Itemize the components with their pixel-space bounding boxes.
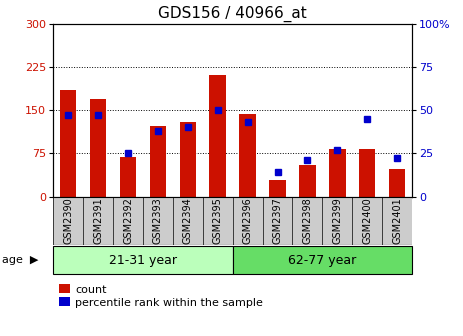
Text: 21-31 year: 21-31 year bbox=[109, 254, 177, 266]
Text: 62-77 year: 62-77 year bbox=[288, 254, 357, 266]
Bar bbox=[269, 180, 286, 197]
Bar bbox=[53, 246, 232, 274]
Bar bbox=[359, 149, 375, 197]
Bar bbox=[232, 246, 412, 274]
Text: age  ▶: age ▶ bbox=[2, 255, 39, 265]
Text: GSM2398: GSM2398 bbox=[302, 198, 313, 244]
Text: GSM2392: GSM2392 bbox=[123, 198, 133, 244]
Bar bbox=[60, 90, 76, 197]
Bar bbox=[150, 126, 166, 197]
Legend: count, percentile rank within the sample: count, percentile rank within the sample bbox=[59, 285, 263, 308]
Text: GSM2393: GSM2393 bbox=[153, 198, 163, 244]
Bar bbox=[389, 169, 405, 197]
Text: GSM2401: GSM2401 bbox=[392, 198, 402, 244]
Text: GSM2391: GSM2391 bbox=[93, 198, 103, 244]
Text: GSM2400: GSM2400 bbox=[362, 198, 372, 244]
Bar bbox=[329, 149, 345, 197]
Text: GSM2394: GSM2394 bbox=[183, 198, 193, 244]
Title: GDS156 / 40966_at: GDS156 / 40966_at bbox=[158, 6, 307, 22]
Bar bbox=[180, 122, 196, 197]
Text: GSM2395: GSM2395 bbox=[213, 198, 223, 244]
Bar bbox=[209, 76, 226, 197]
Text: GSM2399: GSM2399 bbox=[332, 198, 342, 244]
Text: GSM2396: GSM2396 bbox=[243, 198, 253, 244]
Bar bbox=[239, 114, 256, 197]
Bar bbox=[90, 98, 106, 197]
Bar bbox=[120, 157, 136, 197]
Bar bbox=[299, 165, 316, 197]
Text: GSM2397: GSM2397 bbox=[273, 198, 282, 244]
Text: GSM2390: GSM2390 bbox=[63, 198, 73, 244]
